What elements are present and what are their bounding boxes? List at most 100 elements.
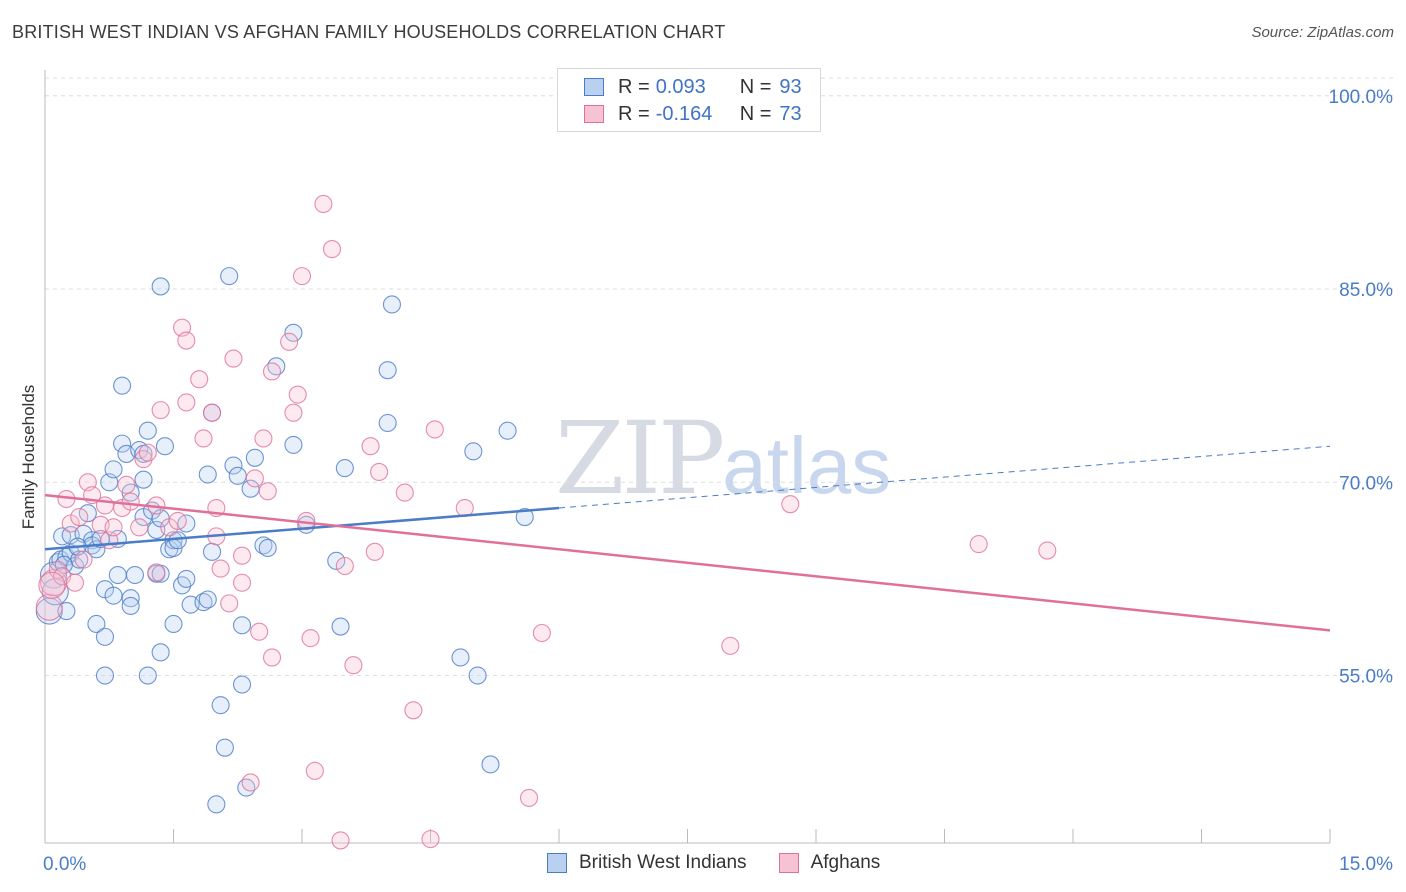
series-legend: British West Indians Afghans bbox=[547, 852, 912, 874]
data-point bbox=[138, 443, 157, 462]
data-point bbox=[327, 551, 346, 570]
data-point bbox=[481, 755, 500, 774]
data-point bbox=[177, 331, 196, 350]
y-tick-label: 70.0% bbox=[1339, 473, 1393, 494]
data-point bbox=[365, 542, 384, 561]
data-point bbox=[515, 508, 534, 527]
data-point bbox=[70, 508, 89, 527]
data-point bbox=[314, 194, 333, 214]
data-point bbox=[104, 586, 123, 605]
y-tick-label: 55.0% bbox=[1339, 667, 1393, 688]
data-point bbox=[361, 437, 380, 456]
data-point bbox=[121, 596, 140, 615]
data-point bbox=[164, 614, 183, 634]
data-point bbox=[194, 429, 213, 448]
data-point bbox=[421, 830, 440, 849]
data-point bbox=[404, 701, 423, 720]
data-point bbox=[125, 565, 144, 585]
data-point bbox=[284, 323, 303, 342]
data-point bbox=[207, 795, 226, 814]
data-point bbox=[177, 569, 196, 588]
series-swatch-afghans bbox=[778, 853, 799, 873]
data-point bbox=[262, 648, 282, 667]
legend-swatch-british-west-indians bbox=[584, 78, 604, 96]
watermark: ZIPatlas bbox=[555, 400, 891, 517]
data-point bbox=[108, 565, 127, 585]
data-point bbox=[104, 518, 123, 537]
data-point bbox=[95, 496, 115, 515]
data-point bbox=[198, 465, 217, 484]
data-point bbox=[344, 656, 363, 675]
series-swatch-british-west-indians bbox=[547, 853, 567, 873]
data-point bbox=[177, 393, 196, 412]
data-point bbox=[95, 627, 115, 646]
data-point bbox=[198, 590, 217, 609]
data-point bbox=[211, 559, 230, 578]
data-point bbox=[151, 643, 170, 662]
data-point bbox=[519, 788, 539, 807]
data-point bbox=[284, 435, 303, 454]
data-point bbox=[224, 349, 243, 368]
data-point bbox=[241, 773, 260, 792]
legend-n-value: 93 bbox=[779, 75, 802, 98]
series-label-british-west-indians: British West Indians bbox=[579, 852, 747, 873]
chart-title: BRITISH WEST INDIAN VS AFGHAN FAMILY HOU… bbox=[12, 22, 726, 42]
series-legend-british-west-indians[interactable]: British West Indians bbox=[547, 852, 747, 874]
data-point bbox=[220, 594, 239, 613]
data-point bbox=[121, 589, 140, 608]
data-point bbox=[138, 421, 157, 440]
data-point bbox=[151, 277, 170, 296]
data-point bbox=[335, 556, 354, 576]
data-point bbox=[378, 361, 397, 380]
data-point bbox=[168, 511, 187, 530]
data-point bbox=[87, 614, 106, 634]
data-point bbox=[113, 376, 132, 395]
data-point bbox=[232, 675, 252, 694]
data-point bbox=[155, 437, 174, 456]
data-point bbox=[292, 267, 312, 286]
data-point bbox=[288, 385, 307, 404]
data-point bbox=[95, 666, 115, 685]
data-point bbox=[134, 470, 153, 489]
data-point bbox=[203, 542, 222, 561]
data-point bbox=[113, 434, 132, 453]
data-point bbox=[301, 629, 320, 648]
legend-swatch-afghans bbox=[584, 105, 604, 123]
data-point bbox=[395, 483, 414, 502]
data-point bbox=[280, 332, 299, 351]
trendline-afghans bbox=[44, 493, 1331, 632]
data-point bbox=[258, 538, 277, 558]
data-point bbox=[284, 403, 303, 422]
data-point bbox=[211, 696, 230, 715]
data-point bbox=[378, 413, 397, 433]
data-point bbox=[35, 593, 63, 621]
legend-r-value: 0.093 bbox=[655, 75, 706, 98]
data-point bbox=[322, 240, 342, 259]
watermark-sub: atlas bbox=[722, 421, 892, 510]
legend-n-label: N = bbox=[739, 102, 772, 125]
trendline-british-west-indians-extension bbox=[558, 445, 1331, 509]
data-point bbox=[147, 563, 166, 582]
data-point bbox=[228, 466, 247, 485]
y-tick-label: 85.0% bbox=[1339, 280, 1393, 301]
data-point bbox=[54, 555, 73, 574]
y-axis-label: Family Households bbox=[19, 385, 38, 530]
data-point bbox=[382, 295, 402, 314]
data-point bbox=[38, 571, 66, 599]
data-point bbox=[464, 442, 483, 461]
series-legend-afghans[interactable]: Afghans bbox=[778, 852, 880, 874]
data-point bbox=[245, 469, 264, 488]
data-point bbox=[117, 475, 136, 494]
trendline-british-west-indians bbox=[44, 506, 560, 551]
watermark-main: ZIP bbox=[555, 400, 725, 517]
series-british-west-indians bbox=[35, 267, 534, 814]
data-point bbox=[451, 648, 470, 667]
data-point bbox=[969, 535, 988, 554]
legend-r-label: R = bbox=[618, 75, 650, 98]
source-label: Source: ZipAtlas.com bbox=[1251, 24, 1394, 41]
data-point bbox=[78, 504, 97, 523]
data-point bbox=[130, 518, 149, 537]
data-point bbox=[498, 421, 517, 440]
data-point bbox=[331, 617, 350, 636]
